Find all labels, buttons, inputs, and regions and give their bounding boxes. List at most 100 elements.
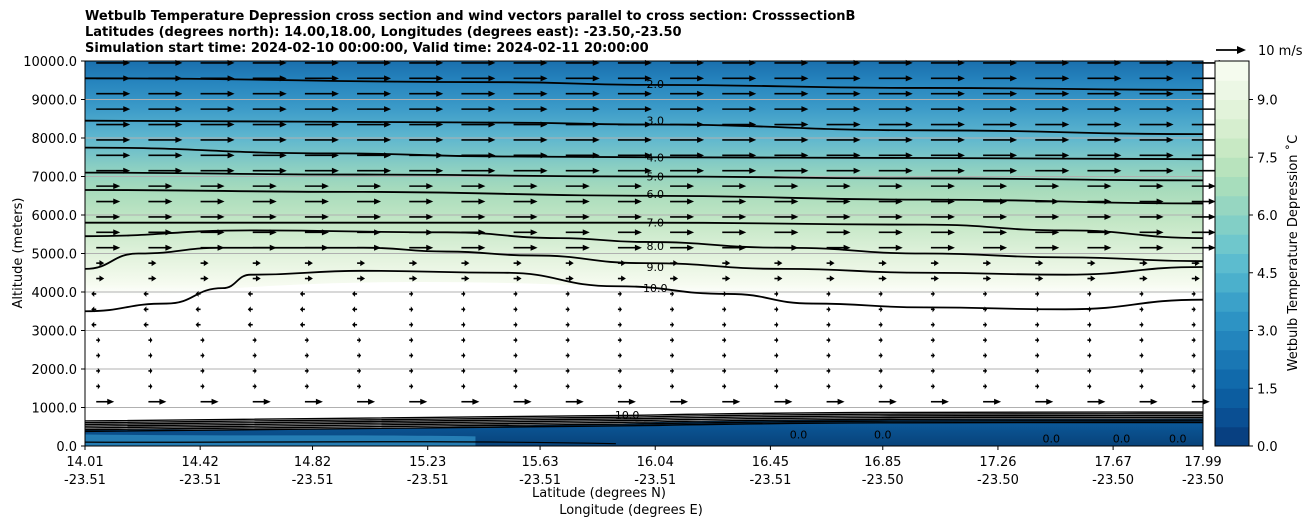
wind-vector-head: [673, 275, 679, 282]
wind-vector-head: [217, 198, 225, 205]
wind-vector-head: [515, 367, 518, 374]
wind-vector-head: [582, 183, 590, 190]
wind-vector-head: [159, 398, 167, 405]
wind-vector-head: [671, 321, 675, 328]
wind-vector-head: [739, 229, 747, 236]
x-tick-label-lon: -23.50: [1092, 473, 1134, 488]
wind-vector-head: [540, 75, 548, 82]
wind-vector-head: [671, 352, 675, 359]
wind-vector-head: [576, 398, 584, 405]
wind-vector-head: [540, 106, 548, 113]
wind-vector-head: [150, 337, 153, 344]
x-tick-label-lat: 16.04: [637, 455, 674, 470]
wind-vector-head: [308, 275, 313, 282]
x-tick-label-lat: 14.42: [182, 455, 219, 470]
wind-vector-head: [478, 198, 486, 205]
wind-vector-head: [1142, 260, 1148, 267]
wind-vector-head: [321, 213, 329, 220]
wind-vector-head: [801, 152, 809, 159]
wind-vector-head: [687, 198, 695, 205]
wind-vector-head: [947, 183, 955, 190]
wind-vector-head: [905, 136, 913, 143]
wind-vector-head: [410, 306, 414, 313]
surface-contour-label: 0.0: [874, 428, 892, 441]
wind-vector-head: [1000, 213, 1008, 220]
wind-vector-head: [984, 321, 988, 328]
wind-vector-head: [1052, 183, 1060, 190]
wind-vector-head: [478, 183, 486, 190]
wind-vector-head: [568, 260, 574, 267]
wind-vector-head: [123, 167, 131, 174]
wind-vector-head: [165, 244, 173, 251]
wind-vector-head: [540, 121, 548, 128]
wind-vector-head: [1062, 90, 1070, 97]
wind-vector-head: [515, 383, 518, 390]
x-tick-label-lon: -23.51: [292, 473, 334, 488]
colorbar-band: [1215, 292, 1249, 312]
x-tick-label-lon: -23.51: [519, 473, 561, 488]
wind-vector-head: [1000, 229, 1008, 236]
wind-vector-head: [634, 183, 642, 190]
wind-vector-head: [488, 167, 496, 174]
wind-vector-head: [905, 152, 913, 159]
wind-vector-head: [488, 90, 496, 97]
wind-vector-head: [331, 136, 339, 143]
wind-vector-head: [143, 306, 147, 313]
wind-vector-head: [1193, 306, 1196, 313]
wind-vector-head: [331, 90, 339, 97]
surface-contour-label: 10.0: [615, 409, 640, 422]
wind-vector-head: [984, 383, 988, 390]
wind-vector-head: [644, 136, 652, 143]
wind-vector-head: [932, 383, 935, 390]
wind-vector-head: [1114, 167, 1122, 174]
wind-vector-head: [853, 136, 861, 143]
wind-vector-head: [91, 290, 95, 297]
wind-vector-head: [374, 244, 382, 251]
wind-vector-head: [723, 367, 727, 374]
wind-vector-head: [123, 152, 131, 159]
colorbar-tick-label: 9.0: [1257, 94, 1278, 109]
wind-vector-head: [853, 121, 861, 128]
wind-vector-head: [984, 337, 988, 344]
wind-vector-head: [1202, 398, 1210, 405]
surface-contour-label: 0.0: [790, 428, 808, 441]
wind-vector-head: [463, 367, 466, 374]
wind-vector-head: [478, 229, 486, 236]
wind-vector-head: [1114, 106, 1122, 113]
wind-vector-head: [321, 198, 329, 205]
wind-vector-head: [426, 198, 434, 205]
wind-vector-head: [1156, 229, 1164, 236]
wind-vector-head: [932, 306, 935, 313]
wind-vector-head: [1036, 367, 1040, 374]
wind-vector-head: [749, 90, 757, 97]
wind-vector-head: [1089, 337, 1092, 344]
wind-vector-head: [165, 183, 173, 190]
wind-vector-head: [895, 229, 903, 236]
wind-vector-head: [634, 229, 642, 236]
x-axis-label: Latitude (degrees N): [532, 486, 666, 501]
wind-vector-head: [801, 75, 809, 82]
wind-vector-head: [91, 306, 95, 313]
wind-vector-head: [592, 121, 600, 128]
chart-title-line-2: Latitudes (degrees north): 14.00,18.00, …: [85, 25, 682, 40]
wind-vector-head: [905, 75, 913, 82]
wind-vector-head: [568, 275, 574, 282]
wind-vector-head: [217, 213, 225, 220]
wind-vector-head: [895, 244, 903, 251]
colorbar-band: [1215, 61, 1249, 81]
wind-vector-head: [723, 290, 727, 297]
wind-vector-head: [1036, 290, 1040, 297]
wind-vector-head: [749, 121, 757, 128]
wind-vector-head: [739, 213, 747, 220]
colorbar-band: [1215, 176, 1249, 197]
wind-vector-head: [91, 321, 95, 328]
y-tick-label: 4000.0: [32, 286, 78, 301]
wind-vector-head: [412, 260, 418, 267]
colorbar-band: [1215, 80, 1249, 100]
wind-vector-head: [123, 75, 131, 82]
wind-vector-head: [436, 106, 444, 113]
wind-vector-head: [410, 367, 414, 374]
wind-vector-head: [853, 167, 861, 174]
wind-vector-head: [1208, 229, 1216, 236]
wind-vector-head: [358, 352, 362, 359]
